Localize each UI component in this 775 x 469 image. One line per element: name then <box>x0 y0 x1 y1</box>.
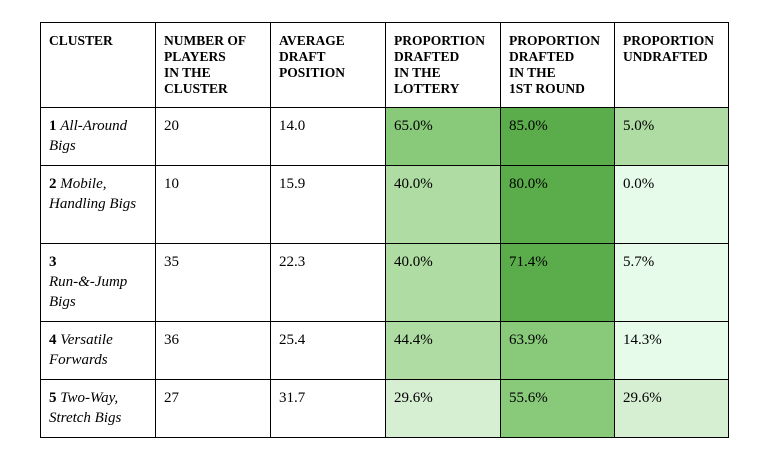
first-round-cell: 71.4% <box>500 243 615 322</box>
avg-pick-cell: 25.4 <box>270 321 386 380</box>
players-cell: 35 <box>155 243 271 322</box>
lottery-cell: 44.4% <box>385 321 501 380</box>
lottery-cell: 29.6% <box>385 379 501 438</box>
players-cell: 36 <box>155 321 271 380</box>
cluster-cell: 3 Run-&-Jump Bigs <box>40 243 156 322</box>
header-average-draft-position: AVERAGE DRAFT POSITION <box>270 22 386 108</box>
first-round-cell: 80.0% <box>500 165 615 244</box>
avg-pick-cell: 22.3 <box>270 243 386 322</box>
undrafted-cell: 0.0% <box>614 165 729 244</box>
lottery-cell: 40.0% <box>385 165 501 244</box>
players-cell: 10 <box>155 165 271 244</box>
cluster-cell: 2 Mobile, Handling Bigs <box>40 165 156 244</box>
header-number-of-players: NUMBER OF PLAYERS IN THE CLUSTER <box>155 22 271 108</box>
header-proportion-lottery: PROPORTION DRAFTED IN THE LOTTERY <box>385 22 501 108</box>
table-row: 2 Mobile, Handling Bigs 10 15.9 40.0% 80… <box>40 165 729 244</box>
first-round-cell: 85.0% <box>500 107 615 166</box>
undrafted-cell: 29.6% <box>614 379 729 438</box>
header-row: CLUSTER NUMBER OF PLAYERS IN THE CLUSTER… <box>40 22 729 108</box>
lottery-cell: 65.0% <box>385 107 501 166</box>
table-row: 4 Versatile Forwards 36 25.4 44.4% 63.9%… <box>40 321 729 380</box>
cluster-cell: 5 Two-Way, Stretch Bigs <box>40 379 156 438</box>
lottery-cell: 40.0% <box>385 243 501 322</box>
cluster-cell: 4 Versatile Forwards <box>40 321 156 380</box>
undrafted-cell: 5.0% <box>614 107 729 166</box>
avg-pick-cell: 14.0 <box>270 107 386 166</box>
players-cell: 20 <box>155 107 271 166</box>
cluster-cell: 1 All-Around Bigs <box>40 107 156 166</box>
table-row: 5 Two-Way, Stretch Bigs 27 31.7 29.6% 55… <box>40 379 729 438</box>
undrafted-cell: 14.3% <box>614 321 729 380</box>
header-proportion-first-round: PROPORTION DRAFTED IN THE 1ST ROUND <box>500 22 615 108</box>
first-round-cell: 55.6% <box>500 379 615 438</box>
header-cluster: CLUSTER <box>40 22 156 108</box>
header-proportion-undrafted: PROPORTION UNDRAFTED <box>614 22 729 108</box>
avg-pick-cell: 15.9 <box>270 165 386 244</box>
table-row: 3 Run-&-Jump Bigs 35 22.3 40.0% 71.4% 5.7… <box>40 243 729 322</box>
players-cell: 27 <box>155 379 271 438</box>
table-row: 1 All-Around Bigs 20 14.0 65.0% 85.0% 5.… <box>40 107 729 166</box>
avg-pick-cell: 31.7 <box>270 379 386 438</box>
cluster-draft-table: CLUSTER NUMBER OF PLAYERS IN THE CLUSTER… <box>40 22 729 438</box>
undrafted-cell: 5.7% <box>614 243 729 322</box>
first-round-cell: 63.9% <box>500 321 615 380</box>
